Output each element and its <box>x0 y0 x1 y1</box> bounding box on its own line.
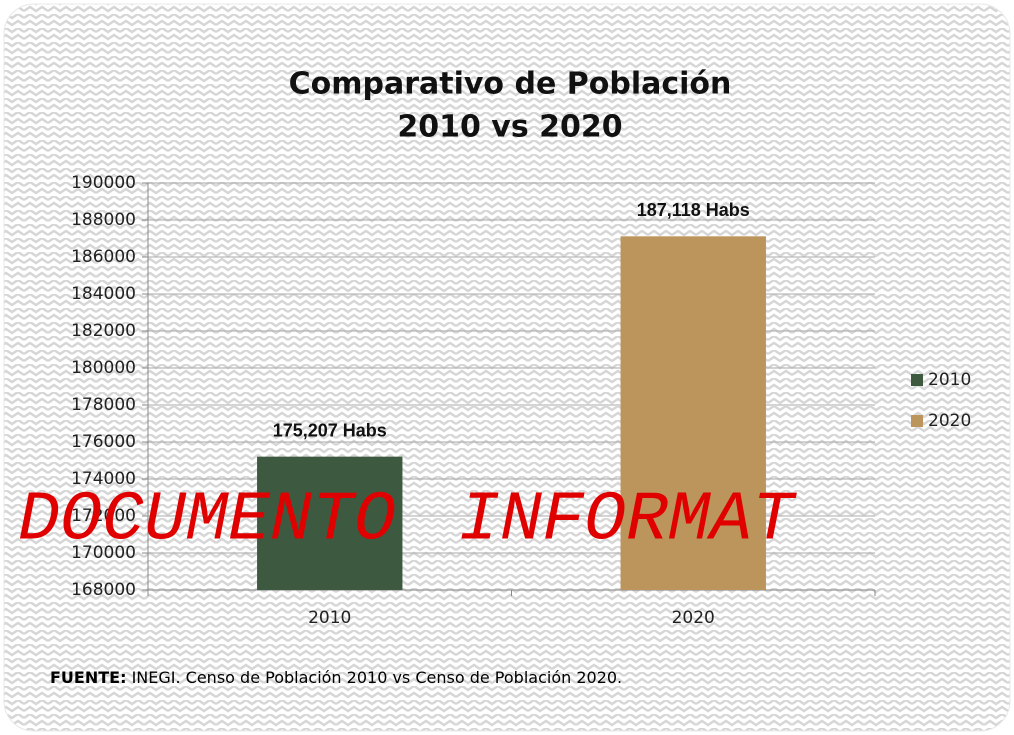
source-text: INEGI. Censo de Población 2010 vs Censo … <box>132 668 623 687</box>
value-label: 187,118 Habs <box>637 200 750 220</box>
value-label: 175,207 Habs <box>273 420 387 440</box>
y-tick-label: 168000 <box>71 580 136 600</box>
watermark: DOCUMENTO INFORMAT <box>18 481 797 560</box>
y-tick-label: 180000 <box>71 358 136 378</box>
y-tick-label: 172000 <box>71 506 136 526</box>
source-label: FUENTE: <box>50 668 126 687</box>
legend-label: 2020 <box>928 411 971 431</box>
x-tick-label: 2010 <box>308 608 351 628</box>
y-tick-label: 178000 <box>71 395 136 415</box>
legend-swatch <box>911 415 923 427</box>
y-tick-label: 174000 <box>71 469 136 489</box>
chart-title: Comparativo de Población <box>289 67 732 102</box>
y-tick-label: 170000 <box>71 543 136 563</box>
y-tick-label: 182000 <box>71 321 136 341</box>
y-tick-label: 186000 <box>71 247 136 267</box>
source: FUENTE: INEGI. Censo de Población 2010 v… <box>50 668 622 687</box>
legend-swatch <box>911 374 923 386</box>
y-tick-label: 190000 <box>71 173 136 193</box>
plot: 168000 170000 172000 174000 176000 178000 1800… <box>71 173 971 628</box>
bar <box>257 456 403 590</box>
bar <box>620 236 766 590</box>
chart-subtitle: 2010 vs 2020 <box>397 110 622 145</box>
y-tick-label: 176000 <box>71 432 136 452</box>
legend-label: 2010 <box>928 370 971 390</box>
y-tick-label: 184000 <box>71 284 136 304</box>
x-tick-label: 2020 <box>672 608 715 628</box>
y-tick-label: 188000 <box>71 210 136 230</box>
